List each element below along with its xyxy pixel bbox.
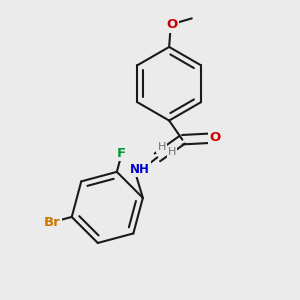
Text: O: O <box>167 18 178 32</box>
Text: O: O <box>209 131 221 144</box>
Text: H: H <box>158 142 166 152</box>
Text: H: H <box>168 147 176 158</box>
Text: Br: Br <box>44 216 60 229</box>
Text: NH: NH <box>130 163 150 176</box>
Text: F: F <box>117 147 126 160</box>
